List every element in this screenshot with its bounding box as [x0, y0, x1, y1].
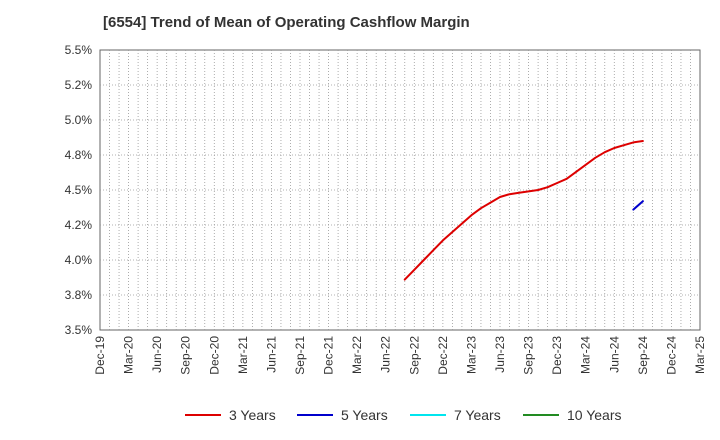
- x-tick-label: Mar-21: [236, 336, 250, 374]
- legend-item-10-years: 10 Years: [523, 404, 622, 426]
- y-axis: 3.5% 3.8% 4.0% 4.2% 4.5% 4.8% 5.0% 5.2% 5.5%: [65, 43, 93, 337]
- x-tick-label: Mar-24: [579, 336, 593, 374]
- x-tick-label: Dec-23: [550, 336, 564, 375]
- y-tick-label: 5.5%: [65, 43, 93, 57]
- legend-swatch-cyan: [410, 414, 446, 416]
- y-tick-label: 4.5%: [65, 183, 93, 197]
- y-tick-label: 5.0%: [65, 113, 93, 127]
- x-tick-label: Jun-23: [493, 336, 507, 373]
- legend-item-5-years: 5 Years: [297, 404, 388, 426]
- series-lines: [403, 140, 644, 281]
- x-tick-label: Jun-21: [264, 336, 278, 373]
- legend-item-3-years: 3 Years: [185, 404, 276, 426]
- legend-swatch-blue: [297, 414, 333, 416]
- legend-label: 10 Years: [567, 407, 622, 423]
- legend: 3 Years 5 Years 7 Years 10 Years: [0, 404, 720, 426]
- x-tick-label: Sep-23: [522, 336, 536, 375]
- legend-label: 5 Years: [341, 407, 388, 423]
- series-line: [403, 140, 644, 281]
- x-tick-label: Sep-24: [636, 336, 650, 375]
- y-tick-label: 4.8%: [65, 148, 93, 162]
- x-tick-label: Jun-22: [379, 336, 393, 373]
- y-tick-label: 3.5%: [65, 323, 93, 337]
- legend-item-7-years: 7 Years: [410, 404, 501, 426]
- x-tick-label: Jun-20: [150, 336, 164, 373]
- y-tick-label: 4.2%: [65, 218, 93, 232]
- legend-swatch-green: [523, 414, 559, 416]
- x-tick-label: Sep-22: [407, 336, 421, 375]
- x-tick-label: Mar-25: [693, 336, 707, 374]
- x-tick-label: Dec-20: [207, 336, 221, 375]
- legend-swatch-red: [185, 414, 221, 416]
- x-tick-label: Dec-22: [436, 336, 450, 375]
- legend-label: 3 Years: [229, 407, 276, 423]
- legend-label: 7 Years: [454, 407, 501, 423]
- y-tick-label: 4.0%: [65, 253, 93, 267]
- series-line: [632, 200, 644, 211]
- x-axis: Dec-19 Mar-20 Jun-20 Sep-20 Dec-20 Mar-21 Jun-…: [93, 336, 707, 375]
- x-tick-label: Jun-24: [607, 336, 621, 373]
- x-tick-label: Dec-19: [93, 336, 107, 375]
- chart-title: [6554] Trend of Mean of Operating Cashfl…: [103, 14, 470, 31]
- x-tick-label: Sep-21: [293, 336, 307, 375]
- x-tick-label: Mar-23: [464, 336, 478, 374]
- x-tick-label: Mar-20: [122, 336, 136, 374]
- y-tick-label: 5.2%: [65, 78, 93, 92]
- x-tick-label: Dec-24: [664, 336, 678, 375]
- x-tick-label: Sep-20: [179, 336, 193, 375]
- x-tick-label: Mar-22: [350, 336, 364, 374]
- y-tick-label: 3.8%: [65, 288, 93, 302]
- grid-lines: [100, 50, 700, 330]
- x-tick-label: Dec-21: [322, 336, 336, 375]
